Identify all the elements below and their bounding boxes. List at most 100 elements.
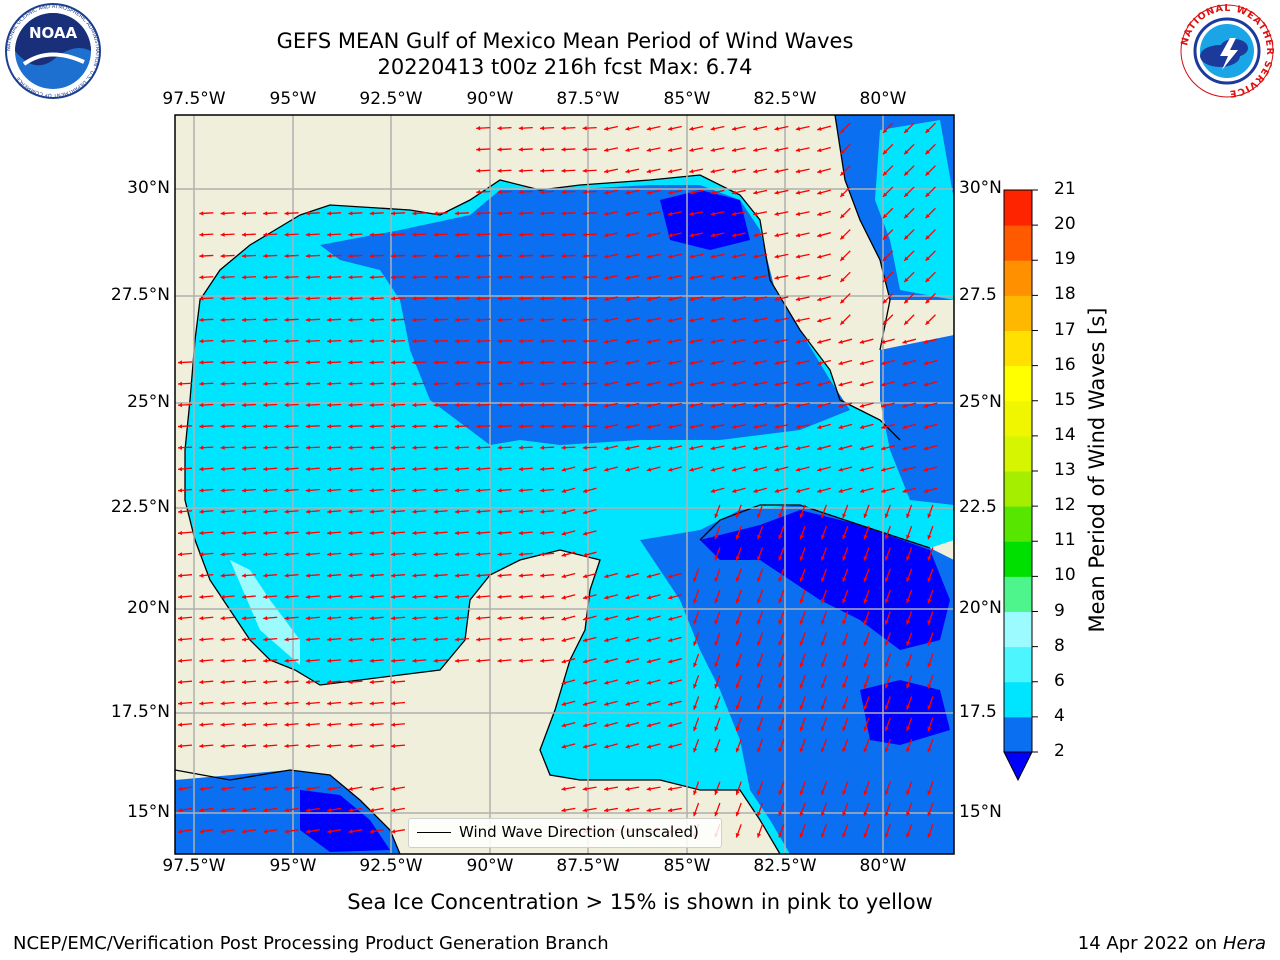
lon-tick-label-top: 92.5°W [359,89,423,109]
wave-direction-arrow [689,147,704,153]
wave-direction-arrow [731,189,746,195]
wave-direction-arrow [348,232,363,237]
wave-direction-arrow [241,509,256,514]
wave-direction-arrow [263,317,278,323]
wave-direction-arrow [327,722,342,727]
wave-direction-arrow [714,674,721,689]
shade-dark-north [660,190,750,250]
wave-direction-arrow [753,168,768,174]
wave-direction-arrow [927,674,934,689]
wave-direction-arrow [906,696,913,710]
wave-direction-arrow [263,466,278,472]
wave-direction-arrow [220,509,235,514]
wave-direction-arrow [884,653,891,668]
colorbar-segment [1004,576,1032,612]
wave-direction-arrow [817,423,831,430]
wave-direction-arrow [476,445,491,450]
wave-direction-arrow [369,701,384,706]
wave-direction-arrow [348,211,363,216]
wave-direction-arrow [582,317,597,323]
lon-tick-label-bottom: 97.5°W [162,856,226,876]
wave-direction-arrow [838,381,853,387]
wave-direction-arrow [795,317,810,323]
wave-direction-arrow [820,568,828,583]
wave-direction-arrow [220,530,235,536]
wave-direction-arrow [497,339,512,344]
wave-direction-arrow [561,636,576,643]
wave-direction-arrow [923,402,938,408]
wave-direction-arrow [820,589,828,604]
wave-direction-arrow [177,829,193,834]
credit-right: 14 Apr 2022 on Hera [1078,933,1266,954]
wave-direction-arrow [241,786,256,791]
wave-direction-arrow [882,292,894,304]
wave-direction-arrow [693,738,700,753]
wave-direction-arrow [241,360,256,365]
wave-direction-arrow [842,568,849,583]
wave-direction-arrow [241,253,256,259]
wave-direction-arrow [774,466,789,472]
wave-direction-arrow [284,552,299,557]
wave-direction-arrow [927,568,934,583]
wave-direction-arrow [433,594,448,600]
wave-direction-arrow [778,653,785,668]
wave-direction-arrow [263,232,278,237]
wave-direction-arrow [348,402,363,408]
wave-direction-arrow [433,296,448,301]
wave-direction-arrow [390,722,406,727]
wave-direction-arrow [863,525,870,540]
wave-direction-arrow [625,636,640,643]
wave-direction-arrow [710,275,725,280]
wave-direction-arrow [820,738,828,753]
wave-direction-arrow [925,229,936,240]
wave-direction-arrow [390,360,406,365]
wave-direction-arrow [241,616,256,621]
wave-direction-arrow [902,359,917,366]
wave-direction-arrow [369,232,384,237]
wave-direction-arrow [820,611,828,625]
wave-direction-arrow [820,781,828,796]
wave-direction-arrow [582,807,597,813]
colorbar-segment [1004,295,1032,331]
wave-direction-arrow [348,509,363,514]
wave-direction-arrow [842,632,849,647]
wave-direction-arrow [735,568,742,583]
wave-direction-arrow [689,211,704,216]
wave-direction-arrow [902,402,917,408]
wave-direction-arrow [735,824,742,838]
colorbar-title: Mean Period of Wind Waves [s] [1085,307,1109,633]
wave-direction-arrow [284,679,299,685]
wave-direction-arrow [497,275,512,280]
wave-direction-arrow [906,504,913,519]
colorbar-segment [1004,330,1032,367]
lat-tick-label-left: 17.5°N [110,702,170,722]
wave-direction-arrow [561,339,576,344]
wave-direction-arrow [348,594,363,600]
wave-direction-arrow [667,338,682,344]
wave-direction-arrow [604,189,618,195]
wave-direction-arrow [604,721,618,728]
wave-direction-arrow [369,786,384,791]
colorbar-tick-label: 2 [1054,741,1065,761]
coastline-mexico [184,214,781,855]
wave-direction-arrow [863,717,870,732]
wave-direction-arrow [753,147,768,153]
colorbar-tick-label: 9 [1054,600,1065,621]
wave-direction-arrow [667,658,682,664]
wave-direction-arrow [731,487,746,493]
wave-direction-arrow [305,807,320,813]
wave-direction-arrow [880,359,895,366]
wave-direction-arrow [817,146,831,153]
wave-direction-arrow [284,424,299,429]
wave-direction-arrow [518,275,533,280]
wave-direction-arrow [561,786,576,791]
wave-direction-arrow [348,807,363,813]
wave-direction-arrow [348,743,363,749]
chart-subtitle: 20220413 t00z 216h fcst Max: 6.74 [377,55,753,79]
wave-direction-arrow [284,232,299,237]
wave-direction-arrow [476,275,491,280]
wave-direction-arrow [753,211,768,216]
wave-direction-arrow [241,573,256,578]
wave-direction-arrow [884,568,891,583]
wave-direction-arrow [799,824,806,838]
